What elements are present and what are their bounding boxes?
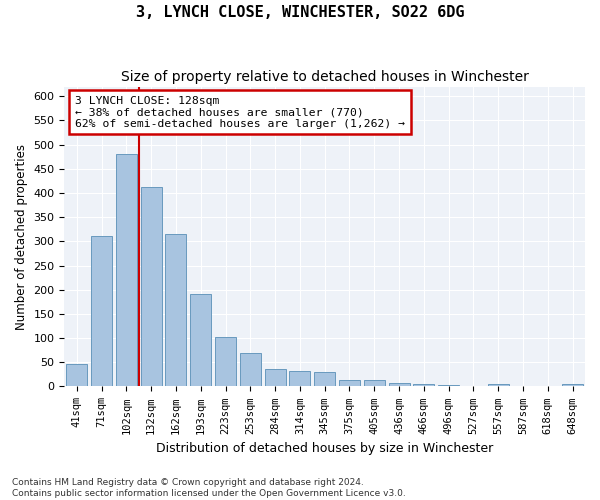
X-axis label: Distribution of detached houses by size in Winchester: Distribution of detached houses by size … (156, 442, 493, 455)
Bar (413, 384, 434, 386)
Text: 3, LYNCH CLOSE, WINCHESTER, SO22 6DG: 3, LYNCH CLOSE, WINCHESTER, SO22 6DG (136, 5, 464, 20)
Title: Size of property relative to detached houses in Winchester: Size of property relative to detached ho… (121, 70, 529, 84)
Bar (289, 371, 310, 386)
Bar (116, 154, 137, 386)
Bar (339, 380, 360, 386)
Bar (140, 187, 162, 386)
Bar (562, 384, 583, 386)
Y-axis label: Number of detached properties: Number of detached properties (15, 144, 28, 330)
Bar (240, 352, 261, 386)
Bar (190, 294, 211, 386)
Bar (438, 385, 459, 386)
Bar (389, 382, 410, 386)
Bar (215, 336, 236, 386)
Text: Contains HM Land Registry data © Crown copyright and database right 2024.
Contai: Contains HM Land Registry data © Crown c… (12, 478, 406, 498)
Bar (314, 372, 335, 386)
Bar (265, 368, 286, 386)
Bar (364, 380, 385, 386)
Text: 3 LYNCH CLOSE: 128sqm
← 38% of detached houses are smaller (770)
62% of semi-det: 3 LYNCH CLOSE: 128sqm ← 38% of detached … (75, 96, 405, 129)
Bar (488, 384, 509, 386)
Bar (66, 364, 88, 386)
Bar (166, 234, 187, 386)
Bar (91, 236, 112, 386)
